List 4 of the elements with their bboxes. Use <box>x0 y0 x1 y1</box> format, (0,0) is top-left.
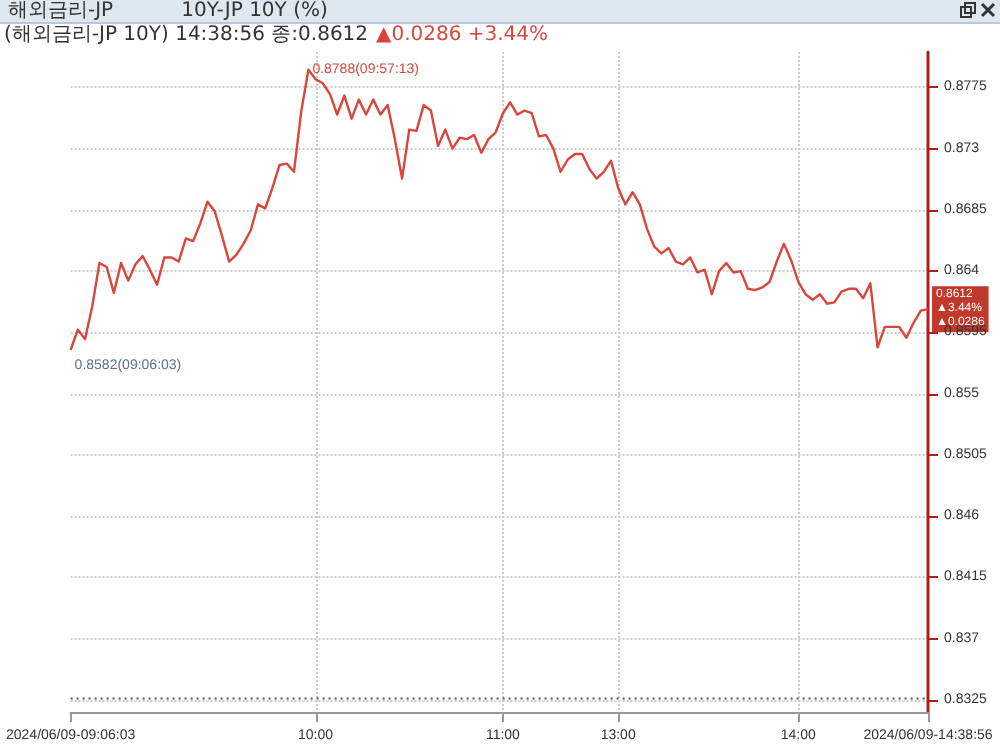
text: (해외금리-JP 10Y) 14:38:56 종:0.8612 <box>4 24 369 46</box>
chart-title: 해외금리-JP <box>8 0 114 22</box>
text: ▲0.0286 +3.44% <box>376 24 549 46</box>
chart-subtitle: 10Y-JP 10Y (%) <box>181 0 328 22</box>
